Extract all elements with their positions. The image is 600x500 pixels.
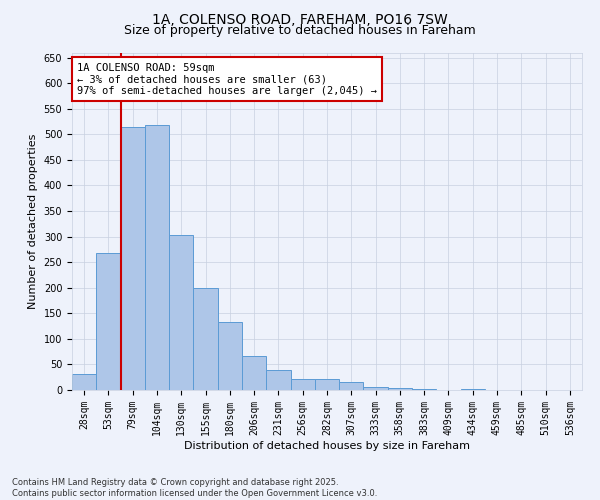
Bar — [169, 234, 193, 390]
Bar — [364, 387, 388, 390]
Bar — [218, 322, 242, 390]
Text: 1A, COLENSO ROAD, FAREHAM, PO16 7SW: 1A, COLENSO ROAD, FAREHAM, PO16 7SW — [152, 12, 448, 26]
Bar — [266, 370, 290, 390]
Text: 1A COLENSO ROAD: 59sqm
← 3% of detached houses are smaller (63)
97% of semi-deta: 1A COLENSO ROAD: 59sqm ← 3% of detached … — [77, 62, 377, 96]
X-axis label: Distribution of detached houses by size in Fareham: Distribution of detached houses by size … — [184, 440, 470, 450]
Bar — [339, 382, 364, 390]
Bar — [121, 126, 145, 390]
Bar — [72, 374, 96, 390]
Bar — [96, 253, 121, 390]
Bar — [193, 288, 218, 390]
Bar — [290, 379, 315, 390]
Bar — [388, 388, 412, 390]
Bar — [412, 389, 436, 390]
Text: Size of property relative to detached houses in Fareham: Size of property relative to detached ho… — [124, 24, 476, 37]
Bar — [315, 379, 339, 390]
Text: Contains HM Land Registry data © Crown copyright and database right 2025.
Contai: Contains HM Land Registry data © Crown c… — [12, 478, 377, 498]
Bar — [145, 124, 169, 390]
Bar — [242, 356, 266, 390]
Y-axis label: Number of detached properties: Number of detached properties — [28, 134, 38, 309]
